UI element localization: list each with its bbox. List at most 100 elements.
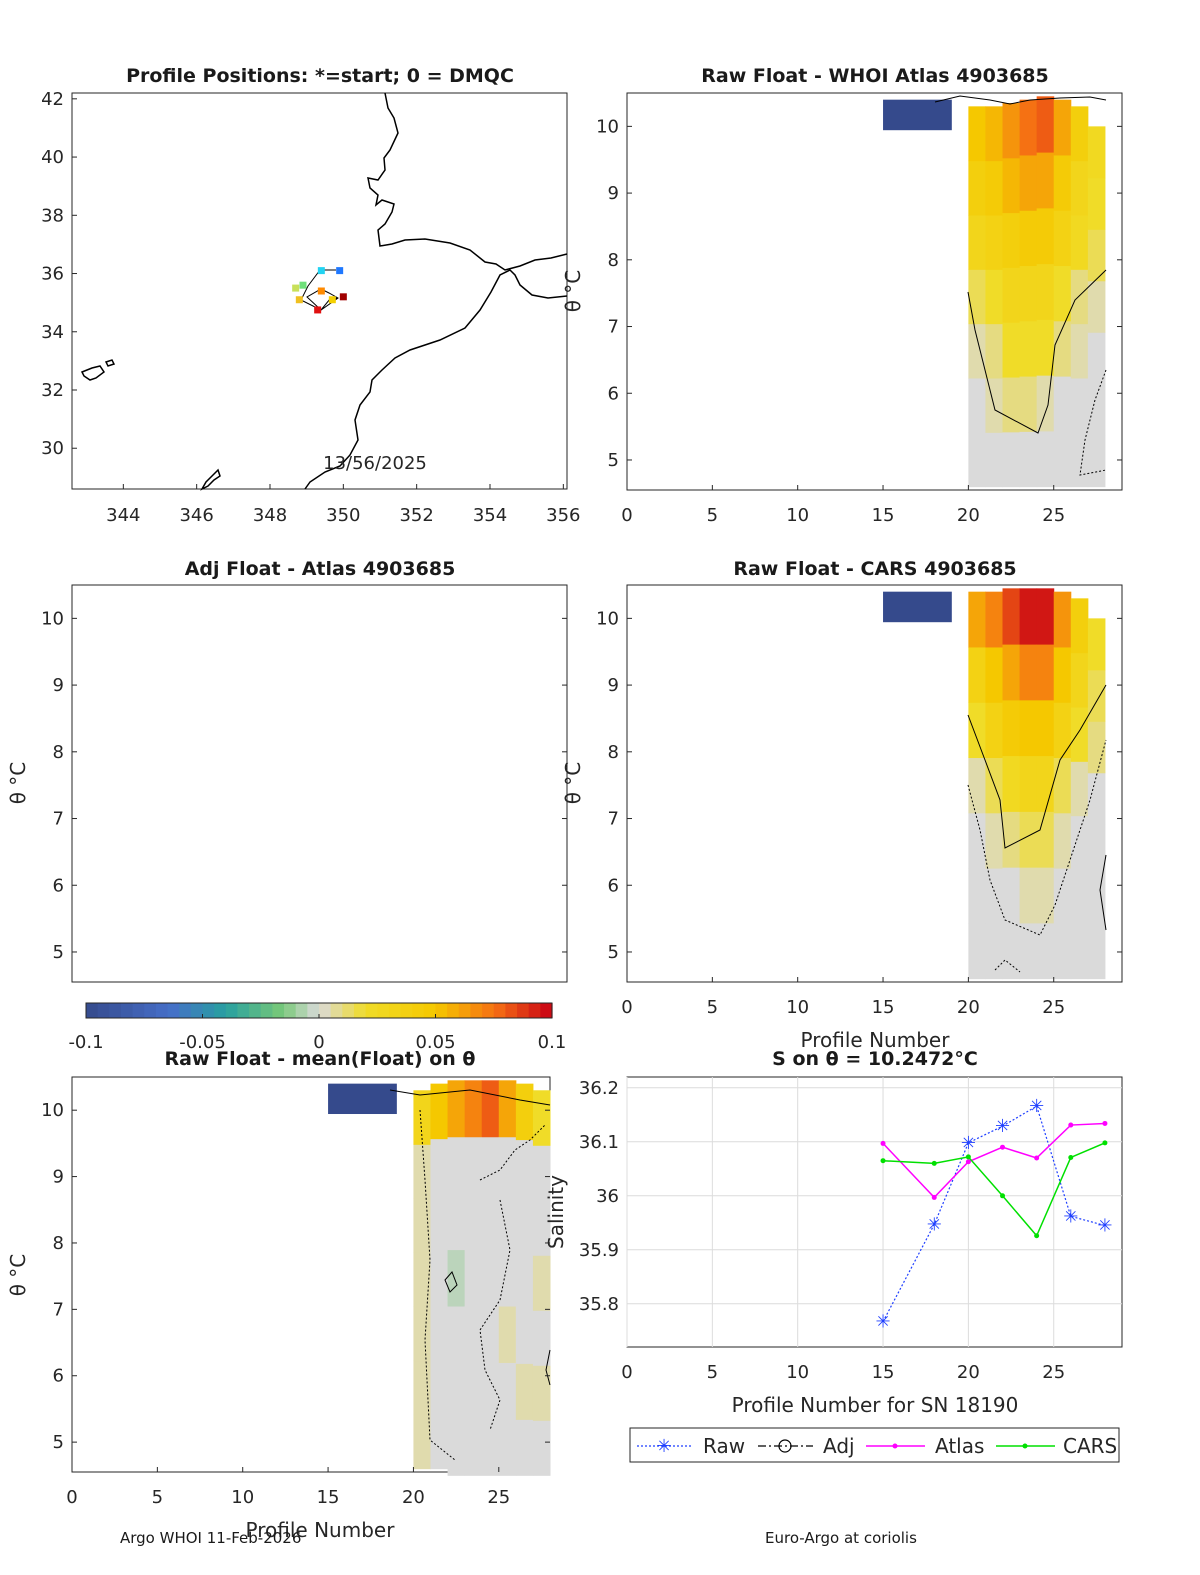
y-tick-label: 6 (53, 875, 64, 896)
heatmap-cell (413, 1252, 431, 1308)
x-tick-label: 25 (1042, 1362, 1065, 1383)
x-tick-label: 15 (317, 1487, 340, 1508)
series-line-raw (882, 1105, 1106, 1322)
y-tick-label: 36.1 (579, 1132, 619, 1153)
colorbar-cell (214, 1003, 227, 1018)
series-point-raw: ✳ (1097, 1216, 1112, 1237)
heatmap-cell (883, 99, 952, 131)
panel-raw-cars-title: Raw Float - CARS 4903685 (733, 558, 1016, 580)
heatmap-cell (532, 1365, 551, 1421)
heatmap-cell (464, 1136, 483, 1194)
heatmap-cell (1053, 923, 1072, 980)
heatmap-cell (1070, 432, 1089, 488)
map-x-tick-label: 352 (399, 505, 433, 526)
heatmap-cell (413, 1306, 431, 1362)
heatmap-cell (1002, 267, 1021, 323)
colorbar-tick-label: -0.05 (179, 1032, 226, 1053)
salinity-grid (626, 1077, 1122, 1347)
heatmap-cell (515, 1363, 534, 1420)
heatmap-cell (1087, 177, 1106, 230)
heatmap-cell (1036, 152, 1055, 209)
legend-adj-label: Adj (823, 1434, 855, 1458)
heatmap-cell (985, 323, 1004, 379)
y-tick-label: 6 (53, 1366, 64, 1387)
heatmap-cell (498, 1249, 517, 1307)
heatmap-cell (464, 1080, 483, 1138)
contour-line (1079, 369, 1107, 476)
colorbar-cell (470, 1003, 483, 1018)
panel-raw-cars-ylabel: θ °C (561, 762, 585, 805)
heatmap-cell (1087, 435, 1106, 488)
heatmap-cell (985, 923, 1004, 980)
legend-adj-marker (778, 1439, 792, 1453)
colorbar-cell (517, 1003, 530, 1018)
map-x-tick-label: 348 (253, 505, 287, 526)
panel-raw-mean: θ °C Profile Number 5 6 7 8 9 10 0 5 10 15 20 25 Ra… (6, 1048, 551, 1542)
panel-raw-whoi-ticks: 5 6 7 8 9 10 0 5 10 15 20 25 (596, 116, 1122, 526)
heatmap-cell (1019, 320, 1038, 377)
map-y-tick-label: 36 (41, 264, 64, 285)
heatmap-cell (1087, 824, 1106, 877)
contour-line (479, 1124, 546, 1181)
contour-line (994, 959, 1021, 973)
heatmap-cell (481, 1080, 500, 1138)
heatmap-cell (1002, 322, 1021, 378)
series-point-atlas (1000, 1144, 1006, 1150)
contour-line (967, 269, 1107, 434)
map-panel: Profile Positions: *=start; 0 = DMQC 344… (41, 65, 580, 526)
heatmap-cell (1036, 430, 1055, 488)
colorbar-cell (307, 1003, 320, 1018)
heatmap-cell (1036, 588, 1055, 645)
heatmap-cell (498, 1193, 517, 1251)
map-y-tick-label: 42 (41, 89, 64, 110)
series-point-cars (1102, 1140, 1108, 1146)
colorbar-cell (319, 1003, 332, 1018)
salinity-legend: ✳ Raw Adj Atlas CARS (629, 1427, 1120, 1463)
colorbar-cell (97, 1003, 110, 1018)
heatmap-cell (1002, 377, 1021, 433)
x-tick-label: 5 (707, 1362, 718, 1383)
heatmap-cell (532, 1090, 551, 1146)
colorbar-cell (377, 1003, 390, 1018)
legend-cars-marker (1022, 1443, 1028, 1449)
x-tick-label: 0 (621, 997, 632, 1018)
heatmap-cell (1036, 867, 1055, 924)
heatmap-cell (1053, 265, 1072, 322)
heatmap-cell (1036, 375, 1055, 432)
colorbar-cell (202, 1003, 215, 1018)
heatmap-cell (985, 215, 1004, 270)
colorbar-cell (132, 1003, 145, 1018)
colorbar-cell (330, 1003, 343, 1018)
map-title: Profile Positions: *=start; 0 = DMQC (126, 65, 514, 87)
heatmap-cell (1087, 383, 1106, 436)
heatmap-cell (968, 812, 986, 869)
y-tick-label: 10 (596, 608, 619, 629)
heatmap-cell (1036, 922, 1055, 980)
heatmap-cell (968, 702, 986, 759)
x-tick-label: 20 (957, 997, 980, 1018)
float-track-line (300, 269, 339, 311)
heatmap-cell (1002, 103, 1021, 159)
heatmap-cell (985, 646, 1004, 703)
heatmap-cell (430, 1358, 449, 1415)
heatmap-cell (968, 757, 986, 814)
panel-raw-cars-ticks: 5 6 7 8 9 10 0 5 10 15 20 25 (596, 608, 1122, 1018)
heatmap-cell (447, 1306, 466, 1363)
y-tick-label: 36 (596, 1186, 619, 1207)
heatmap-cell (515, 1083, 534, 1141)
heatmap-cell (481, 1249, 500, 1307)
heatmap-cell (1070, 215, 1089, 270)
heatmap-cell (985, 868, 1004, 924)
heatmap-cell (1087, 927, 1106, 980)
panel-raw-cars-cells (883, 588, 1106, 980)
map-y-tick-label: 32 (41, 380, 64, 401)
heatmap-cell (532, 1145, 551, 1201)
heatmap-cell (1002, 699, 1021, 757)
heatmap-cell (1002, 644, 1021, 701)
heatmap-cell (968, 160, 986, 216)
heatmap-cell (1087, 669, 1106, 722)
contour-line (545, 1349, 551, 1386)
heatmap-cell (1053, 868, 1072, 924)
colorbar-cell (179, 1003, 192, 1018)
map-ticks: 344 346 348 350 352 354 356 30 32 34 36 38 40 42 (41, 89, 580, 526)
